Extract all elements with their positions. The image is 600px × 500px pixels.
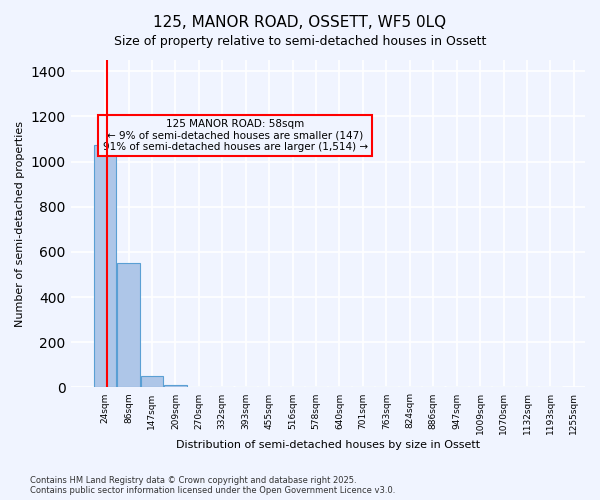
Text: 125 MANOR ROAD: 58sqm
← 9% of semi-detached houses are smaller (147)
91% of semi: 125 MANOR ROAD: 58sqm ← 9% of semi-detac… (103, 119, 368, 152)
Bar (141, 376, 163, 388)
Text: Contains HM Land Registry data © Crown copyright and database right 2025.
Contai: Contains HM Land Registry data © Crown c… (30, 476, 395, 495)
Bar (164, 385, 187, 388)
Y-axis label: Number of semi-detached properties: Number of semi-detached properties (15, 120, 25, 326)
Bar (188, 387, 210, 388)
Text: Size of property relative to semi-detached houses in Ossett: Size of property relative to semi-detach… (114, 35, 486, 48)
Bar (118, 263, 140, 388)
X-axis label: Distribution of semi-detached houses by size in Ossett: Distribution of semi-detached houses by … (176, 440, 480, 450)
Text: 125, MANOR ROAD, OSSETT, WF5 0LQ: 125, MANOR ROAD, OSSETT, WF5 0LQ (154, 15, 446, 30)
Bar (94, 144, 116, 388)
